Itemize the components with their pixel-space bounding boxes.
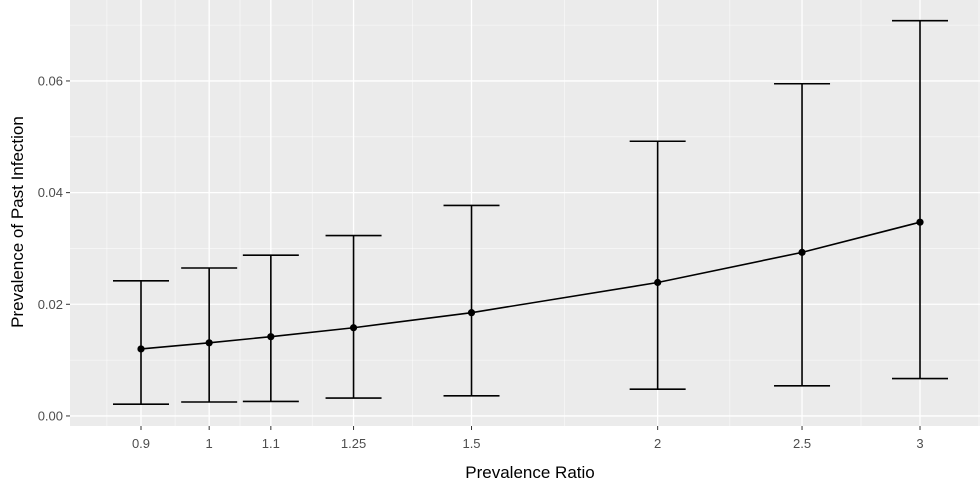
x-tick-label: 2.5 [793, 436, 811, 451]
x-tick-label: 1 [206, 436, 213, 451]
data-points [137, 218, 924, 353]
y-tick-label: 0.02 [38, 297, 63, 312]
series-line [140, 221, 921, 350]
x-tick-label: 3 [916, 436, 923, 451]
error-bar [181, 267, 238, 403]
minor-gridlines [70, 0, 980, 426]
data-point [267, 333, 275, 341]
x-axis-title: Prevalence Ratio [465, 463, 594, 482]
x-tick-label: 1.1 [262, 436, 280, 451]
x-tick-label: 0.9 [132, 436, 150, 451]
y-tick-label: 0.06 [38, 73, 63, 88]
data-point [798, 248, 806, 256]
error-bar [325, 234, 382, 399]
x-tick-labels: 0.9 1 1.1 1.25 1.5 2 2.5 3 [132, 436, 924, 451]
x-tick-label: 2 [654, 436, 661, 451]
data-point [654, 278, 662, 287]
error-bars [113, 19, 948, 406]
x-tick-label: 1.25 [341, 436, 366, 451]
data-point [916, 218, 924, 226]
y-axis-title: Prevalence of Past Infection [8, 116, 27, 328]
series-polyline [140, 221, 921, 350]
y-tick-label: 0.04 [38, 185, 63, 200]
data-point [137, 345, 145, 353]
x-tick-label: 1.5 [462, 436, 480, 451]
error-bar [629, 140, 686, 390]
data-point [467, 309, 476, 317]
plot-panel [70, 0, 980, 426]
data-point [205, 339, 213, 347]
y-tick-labels: 0.00 0.02 0.04 0.06 [38, 73, 63, 423]
error-bar [113, 280, 169, 406]
y-tick-label: 0.00 [38, 408, 63, 423]
error-bar [242, 254, 299, 403]
error-bar [443, 204, 500, 397]
axis-ticks [66, 80, 921, 430]
error-bar [774, 82, 831, 387]
data-point [349, 324, 358, 332]
error-bar [892, 19, 948, 380]
